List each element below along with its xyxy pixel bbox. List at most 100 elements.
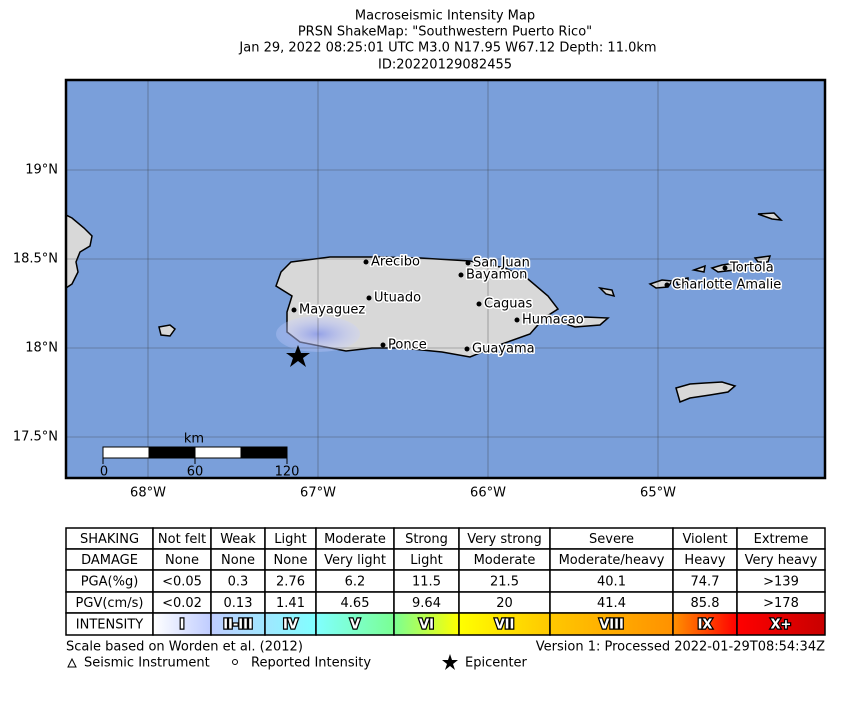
- table-text: None: [221, 553, 255, 568]
- city-dot: [291, 307, 297, 313]
- scale-label: 60: [187, 465, 204, 480]
- table-text: VI: [419, 618, 434, 633]
- scale-seg: [102, 446, 150, 459]
- city-dot: [366, 295, 372, 301]
- city-dot: [476, 301, 482, 307]
- lat-label: 19°N: [25, 163, 58, 178]
- table-text: 4.65: [341, 596, 370, 611]
- legend-reported: Reported Intensity: [251, 656, 371, 671]
- table-text: Very light: [324, 553, 386, 568]
- table-text: 0.3: [228, 575, 249, 590]
- table-text: PGA(%g): [81, 575, 139, 590]
- table-text: <0.05: [162, 575, 202, 590]
- table-text: Light: [410, 553, 442, 568]
- table-text: 40.1: [597, 575, 626, 590]
- city-dot: [664, 282, 670, 288]
- table-text: Heavy: [684, 553, 725, 568]
- city-label: Arecibo: [371, 255, 420, 270]
- legend-instrument: Seismic Instrument: [84, 656, 210, 671]
- culebra: [597, 286, 616, 298]
- city-label: Caguas: [484, 297, 533, 312]
- city-label: Bayamon: [466, 268, 527, 283]
- map-frame: [64, 78, 827, 480]
- table-text: Strong: [405, 532, 448, 547]
- reported-icon: [232, 659, 238, 665]
- tortola: [691, 255, 772, 273]
- table-cell: [736, 612, 826, 636]
- scale-label: 120: [275, 465, 300, 480]
- scale-seg: [194, 446, 242, 459]
- lon-label: 67°W: [300, 486, 336, 501]
- table-text: 74.7: [691, 575, 720, 590]
- table-text: Moderate/heavy: [559, 553, 665, 568]
- table-text: 1.41: [276, 596, 305, 611]
- city-dot: [514, 317, 520, 323]
- table-text: 20: [496, 596, 513, 611]
- subtitle: PRSN ShakeMap: "Southwestern Puerto Rico…: [298, 25, 592, 40]
- table-text: 9.64: [412, 596, 441, 611]
- intensity-table: SHAKING Not felt Weak Light Moderate Strong Ve…: [65, 527, 826, 636]
- table-text: 21.5: [490, 575, 519, 590]
- table-text: >139: [763, 575, 799, 590]
- table-text: Extreme: [754, 532, 809, 547]
- scale-seg: [148, 446, 196, 459]
- table-text: VIII: [599, 618, 624, 633]
- scale-seg: [240, 446, 288, 459]
- city-dot: [465, 260, 471, 266]
- table-text: Light: [274, 532, 306, 547]
- graticule: [66, 80, 825, 478]
- city-dot: [458, 272, 464, 278]
- event-id: ID:20220129082455: [378, 58, 512, 73]
- table-text: Very heavy: [745, 553, 818, 568]
- event-info: Jan 29, 2022 08:25:01 UTC M3.0 N17.95 W6…: [238, 41, 656, 56]
- table-text: None: [165, 553, 199, 568]
- table-text: PGV(cm/s): [76, 596, 144, 611]
- table-text: Severe: [589, 532, 634, 547]
- lat-label: 18.5°N: [13, 252, 58, 267]
- title: Macroseismic Intensity Map: [355, 9, 535, 24]
- scale-label: 0: [100, 465, 108, 480]
- st-croix: [675, 381, 737, 404]
- city-label: Charlotte Amalie: [672, 278, 781, 293]
- scale-unit: km: [184, 432, 204, 447]
- city-label: Mayaguez: [299, 303, 365, 318]
- instrument-icon: [67, 657, 77, 668]
- scale-bar: km 0 60 120: [100, 432, 300, 480]
- table-text: VII: [495, 618, 515, 633]
- table-text: Moderate: [474, 553, 536, 568]
- table-text: X+: [771, 618, 792, 633]
- table-text: IX: [698, 618, 713, 633]
- city-dot: [464, 346, 470, 352]
- lon-label: 68°W: [130, 486, 166, 501]
- legend-epicenter: Epicenter: [465, 656, 528, 671]
- table-text: I: [180, 618, 185, 633]
- table-text: Moderate: [324, 532, 386, 547]
- scale-note: Scale based on Worden et al. (2012): [66, 640, 303, 655]
- city-label: San Juan: [473, 256, 530, 271]
- table-text: 11.5: [412, 575, 441, 590]
- table-text: IV: [283, 618, 298, 633]
- vieques: [557, 316, 610, 328]
- table-text: V: [350, 618, 360, 633]
- table-text: Very strong: [467, 532, 541, 547]
- city-label: Humacao: [522, 313, 584, 328]
- city-label: Utuado: [374, 291, 421, 306]
- table-text: Not felt: [158, 532, 206, 547]
- lon-label: 65°W: [640, 486, 676, 501]
- city-label: Ponce: [388, 338, 427, 353]
- table-text: 41.4: [597, 596, 626, 611]
- table-text: >178: [763, 596, 799, 611]
- st-john: [674, 277, 689, 286]
- table-text: <0.02: [162, 596, 202, 611]
- table-text: 0.13: [224, 596, 253, 611]
- version: Version 1: Processed 2022-01-29T08:54:34…: [536, 640, 825, 655]
- table-text: 6.2: [345, 575, 366, 590]
- city-dot: [380, 342, 386, 348]
- anegada: [757, 212, 784, 221]
- epicenter-icon: [442, 654, 458, 670]
- mona-island: [158, 324, 177, 337]
